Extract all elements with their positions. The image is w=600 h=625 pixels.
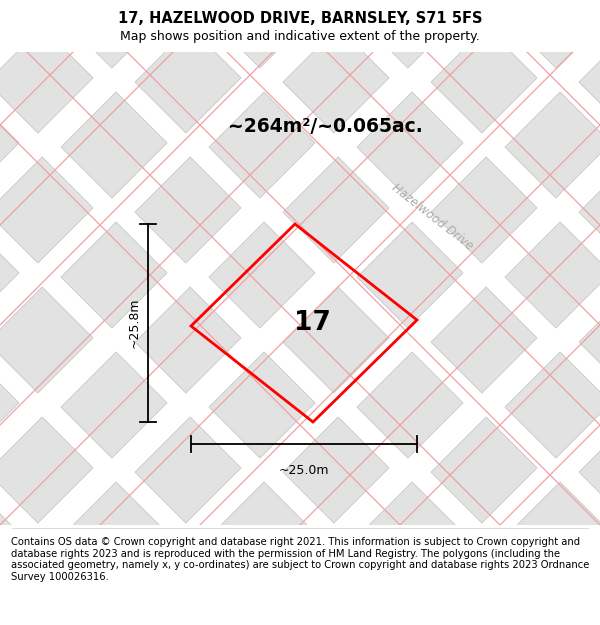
Polygon shape	[135, 287, 241, 393]
Polygon shape	[579, 547, 600, 625]
Polygon shape	[0, 157, 93, 263]
Polygon shape	[357, 352, 463, 458]
Polygon shape	[431, 157, 537, 263]
Polygon shape	[0, 287, 93, 393]
Polygon shape	[505, 222, 600, 328]
Polygon shape	[283, 27, 389, 133]
Polygon shape	[0, 222, 19, 328]
Polygon shape	[431, 547, 537, 625]
Text: Hazelwood Drive: Hazelwood Drive	[389, 181, 475, 253]
Polygon shape	[357, 482, 463, 588]
Polygon shape	[0, 0, 93, 3]
Polygon shape	[61, 352, 167, 458]
Text: ~264m²/~0.065ac.: ~264m²/~0.065ac.	[228, 118, 423, 136]
Polygon shape	[135, 547, 241, 625]
Polygon shape	[505, 482, 600, 588]
Polygon shape	[0, 352, 19, 458]
Polygon shape	[0, 27, 93, 133]
Polygon shape	[579, 0, 600, 3]
Polygon shape	[135, 417, 241, 523]
Polygon shape	[505, 352, 600, 458]
Polygon shape	[135, 0, 241, 3]
Polygon shape	[283, 0, 389, 3]
Polygon shape	[283, 287, 389, 393]
Polygon shape	[283, 157, 389, 263]
Polygon shape	[209, 222, 315, 328]
Polygon shape	[431, 287, 537, 393]
Polygon shape	[0, 92, 19, 198]
Polygon shape	[579, 287, 600, 393]
Polygon shape	[61, 222, 167, 328]
Polygon shape	[0, 482, 19, 588]
Polygon shape	[357, 222, 463, 328]
Polygon shape	[209, 0, 315, 68]
Text: Contains OS data © Crown copyright and database right 2021. This information is : Contains OS data © Crown copyright and d…	[11, 537, 589, 582]
Polygon shape	[505, 92, 600, 198]
Polygon shape	[0, 0, 19, 68]
Polygon shape	[0, 547, 93, 625]
Polygon shape	[61, 0, 167, 68]
Polygon shape	[357, 92, 463, 198]
Polygon shape	[431, 0, 537, 3]
Polygon shape	[579, 417, 600, 523]
Polygon shape	[209, 482, 315, 588]
Text: Map shows position and indicative extent of the property.: Map shows position and indicative extent…	[120, 29, 480, 42]
Polygon shape	[357, 0, 463, 68]
Polygon shape	[0, 417, 93, 523]
Polygon shape	[283, 417, 389, 523]
Polygon shape	[209, 352, 315, 458]
Text: 17: 17	[293, 310, 331, 336]
Text: ~25.8m: ~25.8m	[128, 298, 140, 348]
Polygon shape	[579, 157, 600, 263]
Polygon shape	[135, 27, 241, 133]
Polygon shape	[579, 27, 600, 133]
Polygon shape	[61, 482, 167, 588]
Polygon shape	[505, 0, 600, 68]
Polygon shape	[61, 92, 167, 198]
Polygon shape	[431, 27, 537, 133]
Text: 17, HAZELWOOD DRIVE, BARNSLEY, S71 5FS: 17, HAZELWOOD DRIVE, BARNSLEY, S71 5FS	[118, 11, 482, 26]
Polygon shape	[209, 92, 315, 198]
Polygon shape	[431, 417, 537, 523]
Polygon shape	[283, 547, 389, 625]
Text: ~25.0m: ~25.0m	[279, 464, 329, 477]
Polygon shape	[135, 157, 241, 263]
